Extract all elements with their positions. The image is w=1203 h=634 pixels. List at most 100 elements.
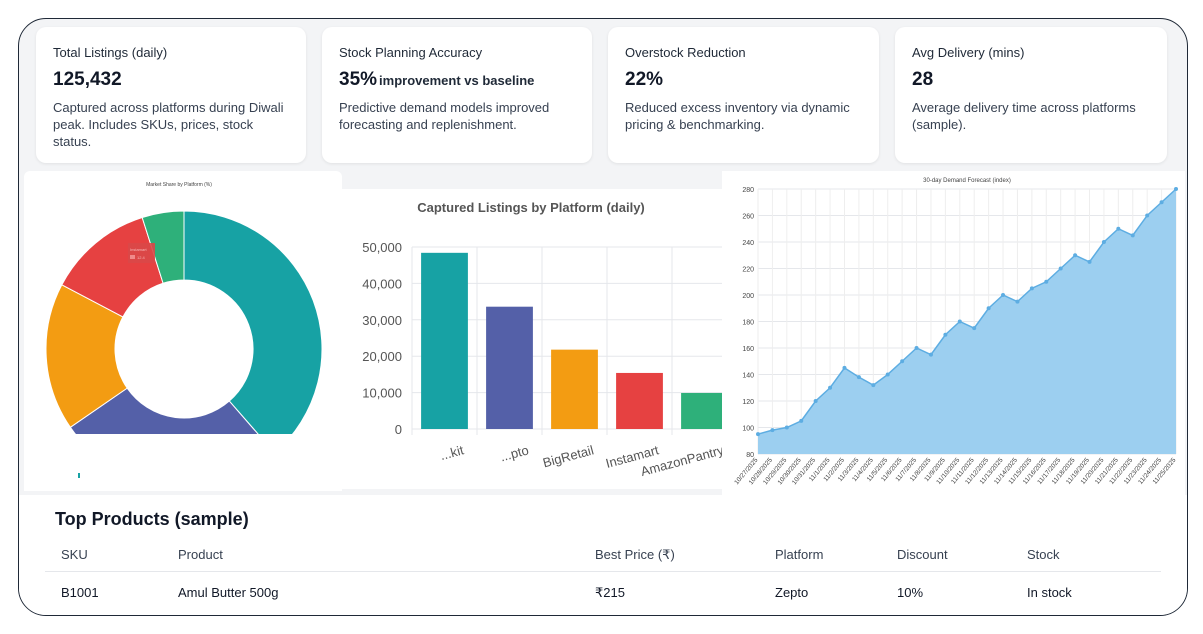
area-line [757,188,1177,435]
kpi-card-total-listings: Total Listings (daily) 125,432 Captured … [36,27,306,163]
bar-zepto[interactable] [486,306,533,429]
area-point[interactable] [784,425,789,430]
bar-x-tick: ...pto [498,442,530,464]
donut-chart-panel: Market Share by Platform (%) Instamart 1… [24,171,342,491]
kpi-value: 28 [912,69,934,90]
area-point[interactable] [1029,286,1034,291]
area-point[interactable] [943,332,948,337]
area-fill [758,189,1176,454]
area-y-tick: 140 [742,373,754,380]
kpi-description: Predictive demand models improved foreca… [339,100,550,132]
area-point[interactable] [1001,293,1006,297]
area-chart-title: 30-day Demand Forecast (index) [923,178,1011,184]
area-point[interactable] [756,432,760,437]
table-title: Top Products (sample) [55,509,249,529]
area-point[interactable] [828,385,833,390]
kpi-description: Captured across platforms during Diwali … [53,100,284,149]
area-point[interactable] [986,306,991,311]
donut-cutoff-mask [24,434,342,491]
cell-sku: B1001 [61,585,99,600]
bar-chart-panel: Captured Listings by Platform (daily) 50… [342,189,738,489]
table-row[interactable]: B1001 Amul Butter 500g ₹215 Zepto 10% In… [45,575,1161,609]
area-point[interactable] [972,326,977,331]
bar-y-tick: 10,000 [362,386,402,401]
col-header-stock[interactable]: Stock [1027,547,1060,562]
area-point[interactable] [799,418,804,423]
area-point[interactable] [885,372,890,377]
bar-y-tick: 0 [395,422,402,437]
kpi-value-suffix: improvement vs baseline [379,73,535,88]
col-header-best-price[interactable]: Best Price (₹) [595,547,675,562]
area-point[interactable] [871,383,876,388]
col-header-platform[interactable]: Platform [775,547,824,562]
area-y-tick: 280 [742,187,754,194]
area-point[interactable] [813,399,818,403]
bar-blinkit[interactable] [421,252,468,429]
col-header-sku[interactable]: SKU [61,547,88,562]
area-y-tick: 240 [742,240,754,247]
bar-x-tick: ...kit [438,442,465,463]
kpi-value: 22% [625,69,664,90]
kpi-card-stock-planning: Stock Planning Accuracy 35% improvement v… [322,27,592,163]
kpi-value: 35% improvement vs baseline [339,69,535,90]
area-point[interactable] [900,359,905,364]
area-point[interactable] [1087,259,1092,264]
area-point[interactable] [1101,240,1106,244]
area-y-tick: 200 [742,293,754,300]
tooltip-label: Instamart [130,247,148,252]
area-point[interactable] [1044,279,1049,284]
scroll-indicator[interactable] [78,473,80,478]
cell-product: Amul Butter 500g [178,585,279,600]
bar-amazonpantry[interactable] [681,392,728,429]
kpi-value: 125,432 [53,69,122,90]
bar-chart-title: Captured Listings by Platform (daily) [417,200,645,215]
kpi-title: Overstock Reduction [625,45,746,60]
area-point[interactable] [842,365,847,370]
area-point[interactable] [770,428,775,433]
area-point[interactable] [1116,226,1121,231]
kpi-description: Reduced excess inventory via dynamic pri… [625,100,850,132]
area-point[interactable] [1130,233,1135,238]
kpi-description: Average delivery time across platforms (… [912,100,1136,132]
tooltip-value: 12.4 [137,255,146,260]
area-point[interactable] [914,346,919,350]
area-point[interactable] [928,352,933,357]
donut-slice-amazonpantry[interactable] [141,210,185,284]
area-point[interactable] [1159,200,1164,205]
col-header-discount[interactable]: Discount [897,547,948,562]
donut-slice-bigretail[interactable] [45,284,128,428]
dashboard-frame: Total Listings (daily) 125,432 Captured … [18,18,1188,616]
area-point[interactable] [957,319,962,324]
cell-stock: In stock [1027,585,1072,600]
bar-instamart[interactable] [616,372,663,429]
donut-slice-blinkit[interactable] [183,210,323,454]
area-y-tick: 220 [742,267,754,274]
kpi-card-avg-delivery: Avg Delivery (mins) 28 Average delivery … [895,27,1167,163]
area-chart: 30-day Demand Forecast (index) 280 260 240… [733,178,1178,486]
area-point[interactable] [1145,213,1150,218]
area-point[interactable] [1174,187,1178,191]
cell-platform: Zepto [775,585,809,600]
donut-chart: Market Share by Platform (%) Instamart 1… [24,182,342,491]
area-point[interactable] [1058,266,1063,271]
area-point[interactable] [1073,253,1078,258]
tooltip-swatch [130,255,135,259]
donut-tooltip: Instamart 12.4 [128,243,155,263]
table-header: SKU Product Best Price (₹) Platform Disc… [45,537,1161,572]
donut-chart-title: Market Share by Platform (%) [146,182,212,188]
bar-y-tick: 20,000 [362,349,402,364]
bar-y-tick: 40,000 [362,276,402,291]
area-y-tick: 160 [742,346,754,353]
col-header-product[interactable]: Product [178,547,223,562]
area-point[interactable] [856,375,861,380]
tooltip-box [128,243,155,263]
area-y-tick: 180 [742,320,754,327]
kpi-title: Avg Delivery (mins) [912,45,1025,60]
kpi-title: Total Listings (daily) [53,45,168,60]
bar-y-tick: 50,000 [362,240,402,255]
area-point[interactable] [1015,299,1020,304]
area-y-tick: 80 [746,452,754,459]
bar-bigretail[interactable] [551,349,598,429]
area-y-tick: 100 [742,426,754,433]
kpi-title: Stock Planning Accuracy [339,45,483,60]
